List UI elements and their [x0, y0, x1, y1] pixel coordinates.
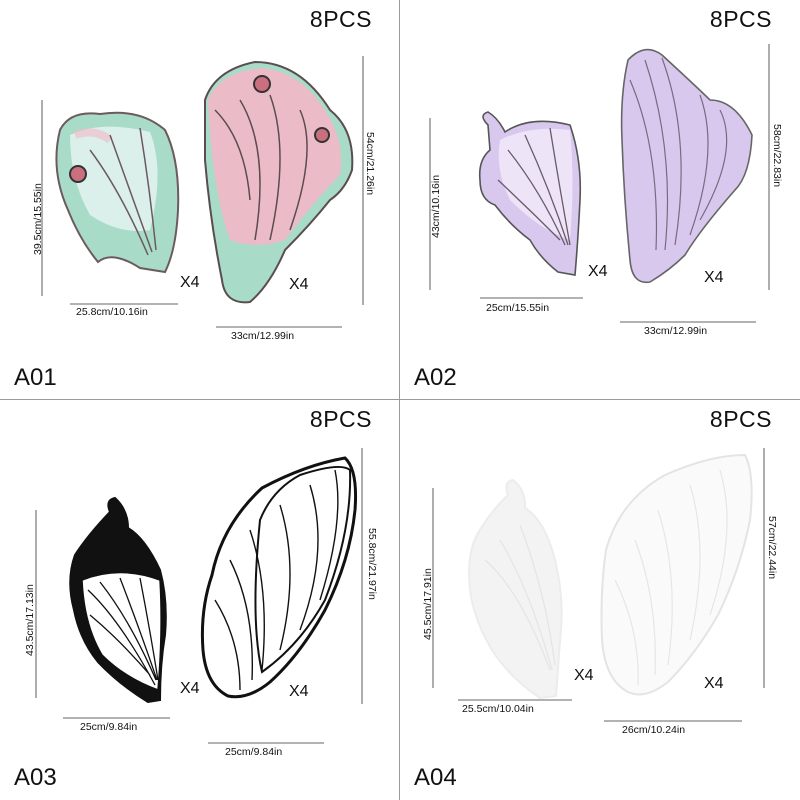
large-wing-width: 26cm/10.24in [622, 724, 686, 736]
large-wing-height: 55.8cm/21.97in [366, 528, 378, 600]
large-wing-height: 57cm/22.44in [766, 516, 778, 580]
large-wing-width: 33cm/12.99in [644, 325, 708, 337]
small-wing-width: 25cm/9.84in [80, 721, 138, 733]
large-wing-height: 54cm/21.26in [364, 132, 376, 196]
wing-illustration-a03 [35, 448, 363, 744]
small-wing-height: 45.5cm/17.91in [422, 568, 434, 640]
small-wing-height: 43cm/10.16in [430, 174, 442, 238]
small-wing-height: 39.5cm/15.55in [32, 183, 44, 255]
piece-count: 8PCS [309, 6, 372, 32]
vertical-divider [399, 0, 400, 800]
large-wing-quantity: X4 [289, 683, 309, 700]
piece-count: 8PCS [709, 6, 772, 32]
large-wing-width: 25cm/9.84in [225, 746, 283, 758]
horizontal-divider [0, 399, 800, 400]
product-code: A03 [14, 764, 57, 791]
large-wing-quantity: X4 [704, 269, 724, 286]
small-wing-quantity: X4 [180, 680, 200, 697]
large-wing-quantity: X4 [289, 276, 309, 293]
small-wing-quantity: X4 [574, 667, 594, 684]
wing-illustration-a02 [429, 44, 770, 323]
product-code: A04 [414, 764, 457, 791]
product-code: A02 [414, 364, 457, 391]
small-wing-quantity: X4 [180, 274, 200, 291]
large-wing-width: 33cm/12.99in [231, 330, 295, 342]
piece-count: 8PCS [309, 406, 372, 432]
product-code: A01 [14, 364, 57, 391]
panel-a02: 8PCS X4 X4 43cm/10.16in 25cm/15.55in 58c… [400, 0, 800, 400]
small-wing-width: 25.8cm/10.16in [76, 306, 148, 318]
large-wing-quantity: X4 [704, 675, 724, 692]
large-wing-height: 58cm/22.83in [771, 124, 783, 188]
panel-a01: 8PCS X4 X4 39.5cm/15.55in 25.8cm/10.16in… [0, 0, 400, 400]
small-wing-width: 25.5cm/10.04in [462, 703, 534, 715]
panel-a03: 8PCS X4 X4 43.5cm/17.13in 25cm/9.84in 55… [0, 400, 400, 800]
small-wing-quantity: X4 [588, 263, 608, 280]
small-wing-height: 43.5cm/17.13in [24, 584, 36, 656]
small-wing-width: 25cm/15.55in [486, 302, 550, 314]
piece-count: 8PCS [709, 406, 772, 432]
panel-a04: 8PCS X4 X4 45.5cm/17.91in 25.5cm/10.04in… [400, 400, 800, 800]
wing-illustration-a04 [432, 448, 765, 722]
wing-illustration-a01 [41, 56, 364, 328]
